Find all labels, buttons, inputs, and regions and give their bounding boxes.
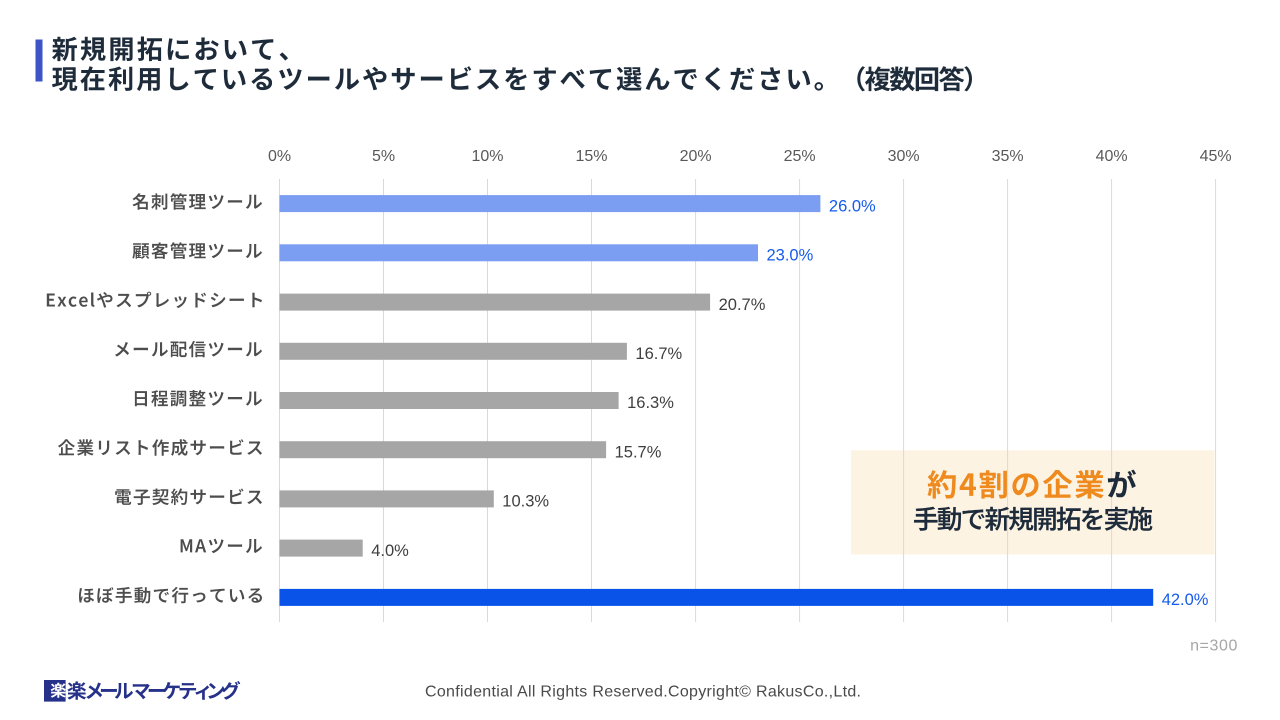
svg-text:15.7%: 15.7% (615, 443, 662, 461)
svg-text:16.7%: 16.7% (635, 345, 682, 363)
svg-text:Confidential All Rights Reserv: Confidential All Rights Reserved.Copyrig… (425, 684, 861, 701)
svg-text:15%: 15% (575, 148, 607, 165)
svg-text:4.0%: 4.0% (371, 542, 409, 560)
svg-text:16.3%: 16.3% (627, 394, 674, 412)
svg-text:5%: 5% (372, 148, 395, 165)
svg-text:30%: 30% (888, 148, 920, 165)
svg-text:40%: 40% (1096, 148, 1128, 165)
svg-text:20.7%: 20.7% (719, 296, 766, 314)
svg-text:42.0%: 42.0% (1162, 591, 1209, 609)
svg-text:23.0%: 23.0% (767, 247, 814, 265)
svg-text:26.0%: 26.0% (829, 197, 876, 215)
svg-text:45%: 45% (1200, 148, 1232, 165)
svg-text:0%: 0% (268, 148, 291, 165)
svg-text:n=300: n=300 (1190, 638, 1238, 655)
svg-text:10.3%: 10.3% (502, 493, 549, 511)
svg-text:35%: 35% (992, 148, 1024, 165)
svg-text:10%: 10% (471, 148, 503, 165)
svg-text:20%: 20% (680, 148, 712, 165)
svg-text:25%: 25% (784, 148, 816, 165)
